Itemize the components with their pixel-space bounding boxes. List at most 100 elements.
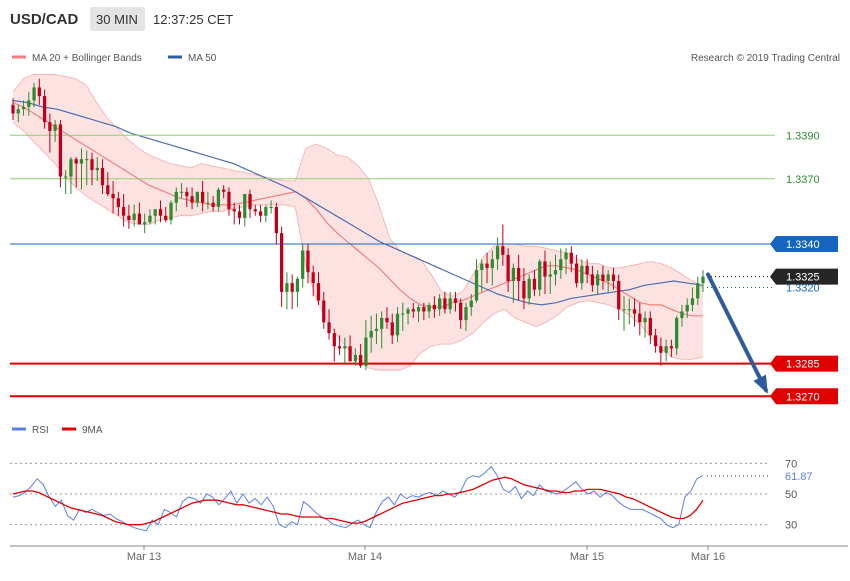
candle-body bbox=[406, 309, 410, 314]
candle-body bbox=[116, 198, 120, 208]
candle-body bbox=[680, 311, 684, 318]
rsi-plot: 70 50 30 61.87 bbox=[10, 458, 813, 532]
candle-body bbox=[432, 304, 437, 310]
candle-body bbox=[353, 354, 357, 362]
candle-body bbox=[369, 331, 373, 338]
level-tag-4 bbox=[770, 355, 838, 372]
candle-body bbox=[395, 313, 400, 336]
candle-body bbox=[495, 246, 500, 260]
candle-body bbox=[190, 196, 194, 203]
candle-body bbox=[179, 191, 184, 193]
candle-body bbox=[364, 337, 368, 366]
timeframe-label: 30 MIN bbox=[96, 12, 138, 27]
candle-body bbox=[701, 276, 705, 284]
candle-body bbox=[279, 233, 284, 292]
copyright-label: Research © 2019 Trading Central bbox=[691, 53, 840, 64]
candle-body bbox=[459, 302, 463, 321]
time-axis: Mar 13 Mar 14 Mar 15 Mar 16 bbox=[10, 545, 848, 563]
candle-body bbox=[327, 322, 331, 334]
candle-body bbox=[532, 278, 537, 290]
timeframe-badge[interactable] bbox=[90, 7, 145, 31]
candle-body bbox=[295, 278, 300, 292]
forecast-arrow-line bbox=[706, 272, 768, 393]
candle-body bbox=[121, 207, 126, 216]
candle-body bbox=[448, 298, 452, 310]
candle-body bbox=[42, 96, 47, 123]
candle-body bbox=[522, 280, 526, 299]
candle-body bbox=[48, 122, 52, 131]
last-price-tag bbox=[770, 268, 838, 285]
candle-body bbox=[659, 346, 663, 353]
candle-body bbox=[164, 215, 168, 221]
candle-body bbox=[638, 313, 642, 323]
candle-body bbox=[100, 167, 105, 186]
candle-body bbox=[174, 191, 178, 203]
candle-body bbox=[548, 274, 552, 277]
candle-body bbox=[648, 317, 652, 336]
candle-body bbox=[480, 263, 484, 271]
candle-body bbox=[474, 270, 479, 301]
candle-body bbox=[322, 300, 326, 323]
candle-body bbox=[253, 209, 257, 212]
candle-body bbox=[143, 222, 147, 225]
candle-body bbox=[32, 87, 36, 101]
candle-body bbox=[243, 193, 247, 218]
candle-body bbox=[148, 215, 152, 223]
candle-body bbox=[106, 185, 110, 194]
legend-ma50-label: MA 50 bbox=[188, 53, 217, 64]
candle-body bbox=[653, 335, 658, 347]
time-tick-label: Mar 15 bbox=[570, 551, 604, 563]
time-tick-label: Mar 16 bbox=[691, 551, 725, 563]
level-tag-3 bbox=[770, 236, 838, 252]
candle-body bbox=[511, 267, 516, 281]
candle-body bbox=[11, 104, 15, 114]
candle-body bbox=[16, 109, 20, 114]
candle-body bbox=[380, 317, 384, 329]
level-label-5: 1.3270 bbox=[786, 391, 820, 403]
candle-body bbox=[416, 307, 421, 312]
level-label-1: 1.3390 bbox=[786, 130, 820, 142]
candle-body bbox=[664, 346, 668, 353]
candle-body bbox=[348, 346, 352, 362]
candle-body bbox=[316, 283, 321, 301]
level-tag-5 bbox=[770, 388, 838, 405]
candle-body bbox=[622, 309, 626, 311]
candle-body bbox=[127, 215, 131, 221]
candle-body bbox=[374, 328, 379, 331]
candle-body bbox=[453, 298, 458, 303]
candle-body bbox=[385, 317, 389, 323]
candle-body bbox=[601, 274, 605, 281]
candle-body bbox=[290, 283, 294, 292]
candle-body bbox=[390, 322, 394, 336]
candle-body bbox=[690, 298, 695, 305]
candle-body bbox=[53, 124, 57, 131]
candle-body bbox=[401, 313, 405, 315]
candle-body bbox=[137, 213, 142, 225]
rsi-line bbox=[12, 465, 704, 532]
candle-body bbox=[301, 250, 305, 279]
candle-body bbox=[311, 272, 315, 284]
candle-body bbox=[501, 246, 505, 255]
candle-body bbox=[685, 304, 689, 312]
candle-body bbox=[211, 202, 215, 208]
candle-body bbox=[237, 211, 242, 218]
candle-body bbox=[343, 346, 347, 349]
candle-body bbox=[232, 209, 236, 212]
candle-body bbox=[74, 159, 78, 164]
legend-9ma-label: 9MA bbox=[82, 425, 103, 436]
candle-body bbox=[27, 100, 31, 107]
candle-body bbox=[696, 283, 700, 299]
candle-body bbox=[206, 202, 210, 204]
rsi-9ma-line bbox=[12, 476, 704, 526]
level-label-3: 1.3340 bbox=[786, 239, 820, 251]
level-label-4: 1.3285 bbox=[786, 359, 820, 371]
ma50-value-label: 1.3320 bbox=[786, 283, 820, 295]
candle-body bbox=[264, 207, 268, 216]
candle-body bbox=[411, 309, 415, 312]
candle-body bbox=[306, 250, 310, 273]
candle-body bbox=[200, 191, 205, 203]
candle-body bbox=[464, 307, 468, 321]
candle-body bbox=[438, 298, 442, 310]
